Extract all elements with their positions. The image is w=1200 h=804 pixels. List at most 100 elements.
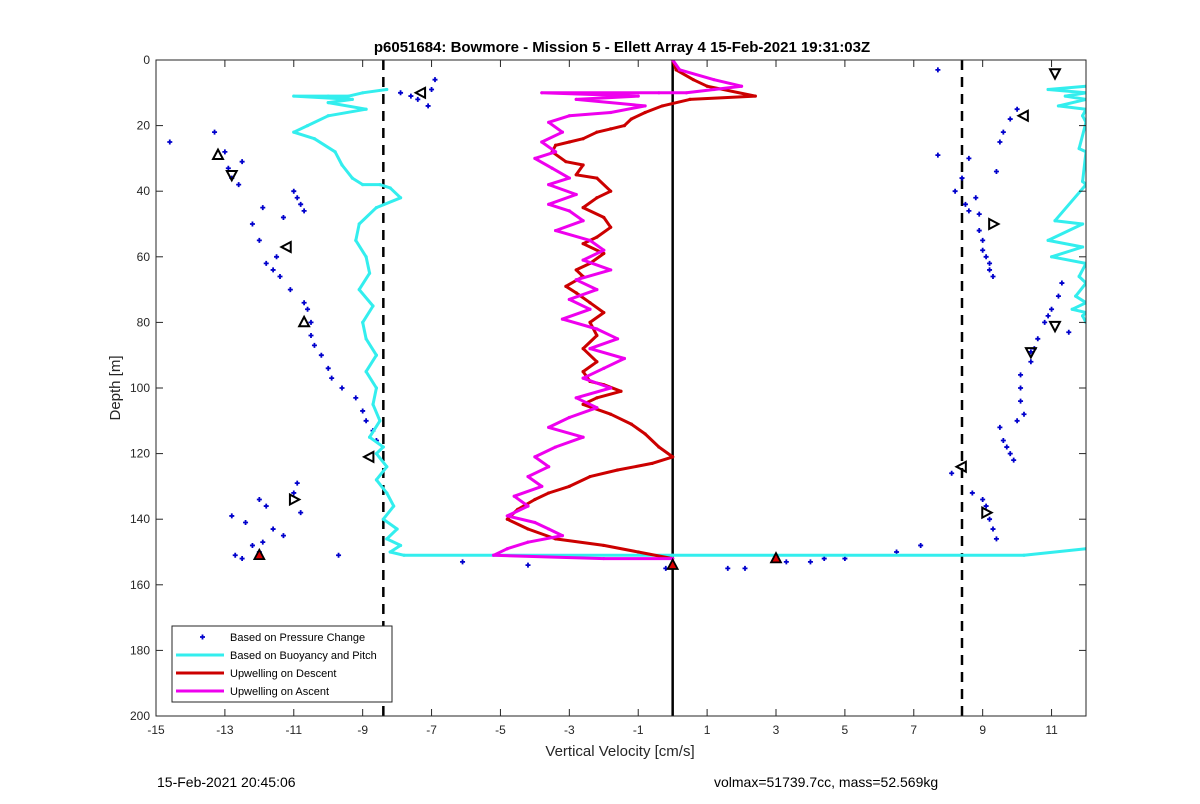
data-point-upwelling-on-ascent bbox=[657, 91, 661, 95]
data-point-pressure-change bbox=[339, 385, 345, 391]
data-point-upwelling-on-descent bbox=[574, 173, 578, 177]
axis-ticks: -15 -13 -11 -9 -7 -5 -3 -1 1 3 5 7 9 1102040608010012… bbox=[130, 53, 1086, 737]
data-point-upwelling-on-descent bbox=[533, 497, 537, 502]
data-point-upwelling-on-descent bbox=[674, 68, 678, 72]
data-point-pressure-change bbox=[274, 254, 280, 260]
data-point-based-on-buoyancy-and-pitch bbox=[388, 550, 392, 554]
data-point-upwelling-on-ascent bbox=[574, 396, 578, 400]
data-point-pressure-change bbox=[1045, 313, 1051, 319]
data-point-pressure-change bbox=[249, 221, 255, 227]
data-point-based-on-buoyancy-and-pitch bbox=[1056, 104, 1061, 108]
triangle-marker bbox=[361, 450, 375, 464]
x-axis-label: Vertical Velocity [cm/s] bbox=[545, 743, 694, 760]
data-point-upwelling-on-ascent bbox=[712, 78, 716, 82]
data-point-upwelling-on-ascent bbox=[567, 209, 571, 213]
x-tick-label: -3 bbox=[564, 723, 575, 737]
data-point-pressure-change bbox=[980, 247, 986, 253]
data-point-upwelling-on-ascent bbox=[540, 140, 544, 144]
data-point-based-on-buoyancy-and-pitch bbox=[361, 183, 365, 187]
data-point-upwelling-on-descent bbox=[643, 110, 647, 115]
data-point-upwelling-on-ascent bbox=[540, 91, 544, 95]
data-point-pressure-change bbox=[962, 201, 968, 207]
data-point-pressure-change bbox=[425, 103, 431, 109]
data-point-upwelling-on-descent bbox=[564, 160, 568, 164]
legend-box bbox=[171, 625, 393, 703]
data-point-upwelling-on-ascent bbox=[595, 288, 599, 292]
data-point-upwelling-on-ascent bbox=[581, 258, 585, 262]
data-point-upwelling-on-ascent bbox=[574, 192, 578, 197]
data-point-upwelling-on-descent bbox=[609, 127, 613, 131]
data-point-upwelling-on-ascent bbox=[622, 356, 627, 361]
data-point-pressure-change bbox=[966, 208, 972, 214]
data-point-upwelling-on-ascent bbox=[533, 455, 537, 459]
x-tick-label: -7 bbox=[426, 723, 437, 737]
data-point-upwelling-on-descent bbox=[581, 206, 585, 210]
data-point-upwelling-on-descent bbox=[581, 402, 585, 406]
data-point-upwelling-on-ascent bbox=[609, 268, 613, 272]
data-point-pressure-change bbox=[260, 205, 266, 211]
data-point-pressure-change bbox=[305, 306, 311, 312]
data-point-upwelling-on-descent bbox=[688, 97, 692, 101]
data-point-upwelling-on-ascent bbox=[560, 534, 565, 538]
data-point-upwelling-on-descent bbox=[581, 242, 585, 246]
data-point-pressure-change bbox=[983, 254, 989, 260]
data-point-based-on-buoyancy-and-pitch bbox=[326, 114, 330, 118]
data-point-pressure-change bbox=[318, 352, 324, 358]
data-point-based-on-buoyancy-and-pitch bbox=[398, 543, 403, 548]
data-point-pressure-change bbox=[1000, 437, 1006, 443]
plot-area bbox=[167, 60, 1086, 716]
data-point-based-on-buoyancy-and-pitch bbox=[364, 255, 368, 259]
data-point-upwelling-on-descent bbox=[588, 320, 592, 324]
data-point-upwelling-on-ascent bbox=[533, 156, 537, 160]
legend-swatch bbox=[200, 634, 205, 640]
data-point-based-on-buoyancy-and-pitch bbox=[1049, 255, 1054, 259]
filled-triangle-marker bbox=[666, 557, 680, 570]
data-point-pressure-change bbox=[225, 165, 231, 171]
data-point-pressure-change bbox=[167, 139, 173, 145]
data-point-upwelling-on-descent bbox=[581, 163, 585, 167]
data-point-pressure-change bbox=[287, 287, 293, 293]
data-point-based-on-buoyancy-and-pitch bbox=[1046, 238, 1050, 242]
data-point-based-on-buoyancy-and-pitch bbox=[402, 553, 406, 557]
footer-timestamp: 15-Feb-2021 20:45:06 bbox=[157, 774, 296, 790]
series-line-based-on-buoyancy-and-pitch bbox=[1046, 84, 1086, 324]
data-point-upwelling-on-descent bbox=[574, 268, 578, 272]
data-point-upwelling-on-ascent bbox=[643, 104, 647, 108]
data-point-pressure-change bbox=[263, 260, 269, 266]
data-point-based-on-buoyancy-and-pitch bbox=[340, 163, 344, 167]
data-point-based-on-buoyancy-and-pitch bbox=[1080, 179, 1085, 183]
data-point-upwelling-on-descent bbox=[564, 284, 568, 288]
legend-label: Based on Pressure Change bbox=[230, 632, 365, 644]
data-point-upwelling-on-descent bbox=[691, 78, 695, 82]
data-point-based-on-buoyancy-and-pitch bbox=[367, 271, 372, 275]
data-point-upwelling-on-ascent bbox=[567, 297, 571, 302]
data-point-upwelling-on-descent bbox=[595, 176, 599, 180]
data-point-upwelling-on-ascent bbox=[636, 94, 640, 98]
data-point-pressure-change bbox=[725, 565, 731, 571]
data-point-pressure-change bbox=[298, 510, 304, 516]
data-point-upwelling-on-descent bbox=[553, 143, 558, 147]
data-point-pressure-change bbox=[997, 139, 1003, 145]
data-point-upwelling-on-ascent bbox=[595, 406, 599, 410]
data-point-upwelling-on-descent bbox=[650, 461, 654, 466]
data-point-pressure-change bbox=[983, 503, 989, 509]
data-point-upwelling-on-descent bbox=[705, 84, 709, 88]
data-point-pressure-change bbox=[291, 490, 297, 496]
data-point-pressure-change bbox=[408, 93, 414, 99]
data-point-pressure-change bbox=[990, 273, 996, 279]
data-point-based-on-buoyancy-and-pitch bbox=[671, 553, 675, 557]
data-point-based-on-buoyancy-and-pitch bbox=[292, 130, 296, 134]
data-point-upwelling-on-ascent bbox=[739, 84, 744, 88]
data-point-based-on-buoyancy-and-pitch bbox=[326, 94, 330, 98]
data-point-pressure-change bbox=[336, 552, 342, 558]
data-point-upwelling-on-ascent bbox=[491, 553, 496, 557]
data-point-upwelling-on-descent bbox=[615, 468, 620, 472]
data-point-upwelling-on-ascent bbox=[602, 248, 606, 252]
data-point-upwelling-on-ascent bbox=[609, 386, 613, 390]
data-point-based-on-buoyancy-and-pitch bbox=[1077, 274, 1081, 279]
data-point-based-on-buoyancy-and-pitch bbox=[378, 419, 382, 423]
data-point-based-on-buoyancy-and-pitch bbox=[385, 87, 389, 92]
x-tick-label: 7 bbox=[910, 723, 917, 737]
triangle-marker bbox=[211, 147, 225, 160]
legend-label: Based on Buoyancy and Pitch bbox=[230, 650, 377, 662]
